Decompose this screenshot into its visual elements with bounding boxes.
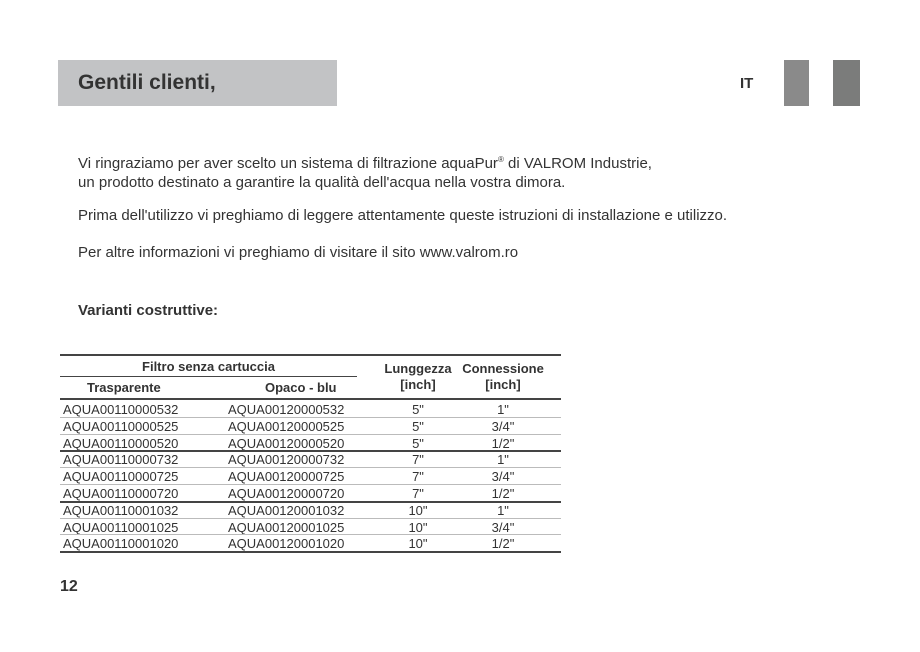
table-cell: 1/2" [491, 435, 515, 451]
table-rule [60, 517, 561, 519]
group-header: Filtro senza cartuccia [142, 359, 275, 374]
table-cell: AQUA00120000732 [228, 452, 345, 468]
table-cell: AQUA00110000532 [63, 402, 179, 417]
table-cell: 10" [408, 502, 428, 518]
table-cell: AQUA00120000720 [228, 486, 345, 501]
table-cell: 7" [412, 486, 424, 501]
website-paragraph: Per altre informazioni vi preghiamo di v… [78, 244, 519, 261]
table-row: AQUA00110000732 AQUA00120000732 7" 1" [60, 451, 561, 468]
language-label: IT [740, 75, 754, 92]
table-cell: AQUA00110000725 [63, 469, 179, 485]
table-row: AQUA00110000525 AQUA00120000525 5" 3/4" [60, 418, 561, 435]
table-cell: 3/4" [491, 418, 515, 434]
table-rule [60, 433, 561, 435]
page-number: 12 [60, 578, 78, 595]
table-cell: AQUA00110000732 [63, 452, 179, 468]
table-cell: 3/4" [491, 519, 515, 535]
table-cell: 1/2" [491, 536, 515, 552]
table-rule [60, 484, 561, 485]
table-cell: 10" [408, 536, 428, 552]
table-cell: 1/2" [491, 486, 515, 501]
section-tab-marker [784, 60, 809, 106]
table-cell: 7" [412, 452, 424, 468]
intro-text: di VALROM Industrie, [503, 155, 652, 172]
table-cell: AQUA00120000525 [228, 418, 345, 434]
column-header: Trasparente [87, 380, 161, 395]
table-cell: 1" [497, 452, 509, 468]
table-rule [60, 416, 561, 418]
table-cell: AQUA00120000520 [228, 435, 345, 451]
table-cell: AQUA00120001032 [228, 502, 345, 518]
table-cell: AQUA00120000725 [228, 469, 345, 485]
table-cell: AQUA00110001032 [63, 502, 179, 518]
table-rule [60, 534, 561, 536]
table-row: AQUA00110001032 AQUA00120001032 10" 1" [60, 502, 561, 519]
intro-paragraph: Vi ringraziamo per aver scelto un sistem… [78, 150, 652, 192]
table-row: AQUA00110000532 AQUA00120000532 5" 1" [60, 401, 561, 418]
table-cell: AQUA00110000720 [63, 486, 179, 501]
table-cell: 7" [412, 469, 424, 485]
table-cell: 5" [412, 418, 424, 434]
title-banner: Gentili clienti, [58, 60, 337, 106]
section-title: Varianti costruttive: [78, 302, 219, 319]
table-cell: 1" [497, 402, 509, 417]
intro-text: Vi ringraziamo per aver scelto un sistem… [78, 155, 498, 172]
page-title: Gentili clienti, [78, 71, 216, 94]
table-cell: 10" [408, 519, 428, 535]
table-row: AQUA00110001025 AQUA00120001025 10" 3/4" [60, 519, 561, 536]
table-rule [60, 467, 561, 469]
table-rule [60, 376, 357, 377]
column-header: Lunggezza [inch] [384, 361, 452, 392]
table-rule [60, 551, 561, 554]
registered-mark: ® [497, 155, 504, 164]
table-cell: AQUA00110001025 [63, 519, 179, 535]
table-cell: 3/4" [491, 469, 515, 485]
section-tab-marker [833, 60, 860, 106]
table-cell: 5" [412, 435, 424, 451]
intro-text: un prodotto destinato a garantire la qua… [78, 174, 566, 191]
table-rule [60, 398, 561, 400]
table-row: AQUA00110000520 AQUA00120000520 5" 1/2" [60, 435, 561, 452]
table-cell: AQUA00120001020 [228, 536, 345, 552]
table-cell: AQUA00120001025 [228, 519, 345, 535]
table-cell: 1" [497, 502, 509, 518]
table-cell: AQUA00120000532 [228, 402, 345, 417]
instructions-paragraph: Prima dell'utilizzo vi preghiamo di legg… [78, 207, 728, 224]
table-rule [60, 450, 561, 453]
table-cell: AQUA00110000525 [63, 418, 179, 434]
table-rule [60, 500, 561, 503]
column-header: Opaco - blu [265, 380, 337, 395]
table-row: AQUA00110000725 AQUA00120000725 7" 3/4" [60, 468, 561, 485]
table-cell: AQUA00110001020 [63, 536, 179, 552]
table-cell: 5" [412, 402, 424, 417]
table-row: AQUA00110001020 AQUA00120001020 10" 1/2" [60, 535, 561, 552]
column-header: Connessione [inch] [462, 361, 544, 392]
table-cell: AQUA00110000520 [63, 435, 179, 451]
table-row: AQUA00110000720 AQUA00120000720 7" 1/2" [60, 485, 561, 502]
table-rule [60, 354, 561, 356]
